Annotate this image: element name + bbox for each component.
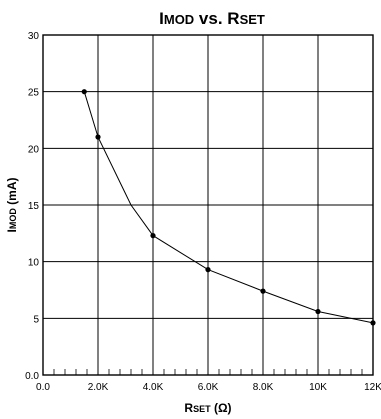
y-tick-label: 5 [33,314,39,325]
data-point [315,308,321,315]
series-layer [81,89,376,326]
y-tick-label: 10 [28,258,40,269]
data-point [150,233,156,239]
x-tick-label: 6.0K [198,382,219,393]
x-tick-labels: 0.0 2.0K 4.0K 6.0K 8.0K 10K 12K [36,382,381,393]
x-tick-label: 8.0K [253,382,274,393]
y-tick-label: 20 [28,144,40,155]
grid-layer [43,35,373,375]
data-point [205,267,211,273]
y-tick-labels: 0.0 5 10 15 20 25 30 [25,31,39,382]
data-point [370,320,376,326]
x-tick-label: 4.0K [143,382,164,393]
y-tick-label: 15 [28,201,40,212]
data-point [81,89,87,95]
y-axis-label: IMOD (mA) [5,177,19,232]
y-tick-label: 0.0 [25,371,39,382]
minor-ticks [53,369,363,375]
x-tick-label: 2.0K [88,382,109,393]
chart-title: IMOD vs. RSET [159,9,265,28]
x-axis-label: RSET (Ω) [184,401,231,415]
y-tick-label: 30 [28,31,40,42]
y-tick-label: 25 [28,88,40,99]
x-tick-label: 10K [309,382,327,393]
plot-frame [42,34,374,376]
data-point [260,288,266,294]
x-tick-label: 12K [364,382,381,393]
data-point [95,134,101,140]
x-tick-label: 0.0 [36,382,50,393]
series-line [83,91,374,324]
